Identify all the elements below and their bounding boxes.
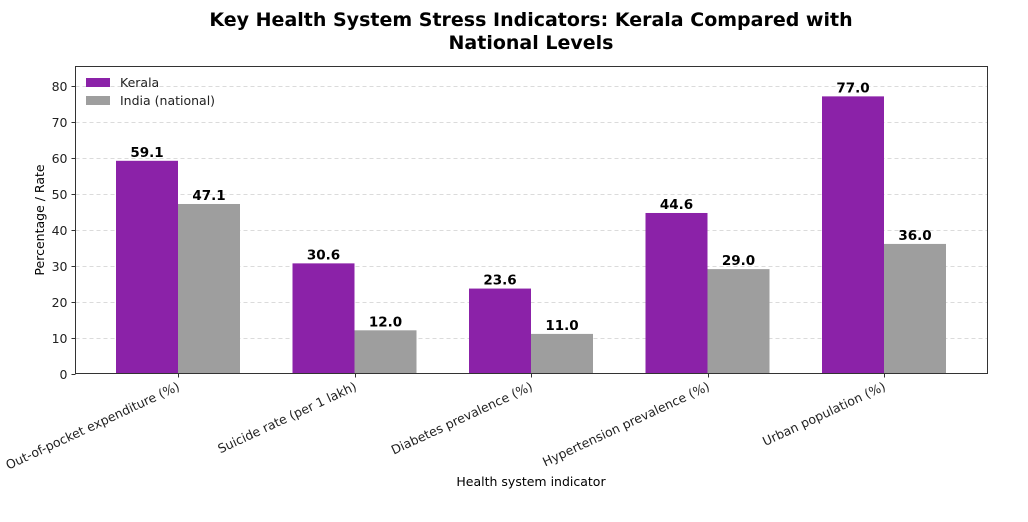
- bar-india: [178, 203, 240, 374]
- y-tick-label: 10: [52, 331, 68, 346]
- legend-swatch-india: [86, 96, 110, 105]
- bar-india: [354, 330, 417, 374]
- bar-kerala: [116, 160, 178, 374]
- legend: Kerala India (national): [86, 75, 215, 108]
- x-axis-label: Health system indicator: [456, 474, 606, 489]
- value-label: 36.0: [898, 228, 931, 244]
- bar-india: [531, 333, 593, 374]
- value-label: 44.6: [660, 197, 693, 213]
- chart-title-line-1: Key Health System Stress Indicators: Ker…: [209, 9, 852, 31]
- x-tick-label: Suicide rate (per 1 lakh): [215, 379, 359, 457]
- value-labels: 59.1 47.1 30.6 12.0 23.6 11.0 44.6 29.0 77.0 36.0: [130, 80, 931, 334]
- bar-kerala: [645, 212, 708, 374]
- y-tick-label: 60: [52, 151, 68, 166]
- legend-label: India (national): [120, 93, 215, 108]
- bar-kerala: [469, 288, 531, 374]
- y-tick-label: 20: [52, 295, 68, 310]
- value-label: 23.6: [483, 273, 516, 289]
- y-tick-label: 50: [52, 187, 68, 202]
- value-label: 47.1: [192, 188, 225, 204]
- x-axis-ticks: Out-of-pocket expenditure (%) Suicide rat…: [3, 373, 888, 473]
- value-label: 30.6: [307, 247, 340, 263]
- y-tick-label: 70: [52, 115, 68, 130]
- value-label: 77.0: [836, 80, 869, 96]
- legend-label: Kerala: [120, 75, 159, 90]
- x-tick-label: Diabetes prevalence (%): [389, 379, 535, 458]
- bar-kerala: [292, 263, 355, 374]
- y-tick-label: 80: [52, 79, 68, 94]
- chart-title-line-2: National Levels: [449, 32, 614, 54]
- x-tick-label: Out-of-pocket expenditure (%): [3, 379, 181, 473]
- x-tick-label: Urban population (%): [760, 379, 888, 449]
- y-tick-label: 30: [52, 259, 68, 274]
- x-tick-label: Hypertension prevalence (%): [540, 379, 712, 470]
- y-tick-label: 0: [60, 367, 68, 382]
- value-label: 59.1: [130, 145, 163, 161]
- bar-india: [884, 243, 946, 374]
- y-axis-label: Percentage / Rate: [32, 164, 47, 275]
- legend-swatch-kerala: [86, 78, 110, 87]
- bars: [116, 96, 946, 374]
- value-label: 11.0: [545, 318, 578, 334]
- value-label: 29.0: [722, 253, 755, 269]
- value-label: 12.0: [369, 314, 402, 330]
- y-axis-ticks: 0 10 20 30 40 50 60 70 80: [52, 79, 76, 382]
- bar-india: [707, 269, 770, 374]
- y-tick-label: 40: [52, 223, 68, 238]
- bar-kerala: [822, 96, 884, 374]
